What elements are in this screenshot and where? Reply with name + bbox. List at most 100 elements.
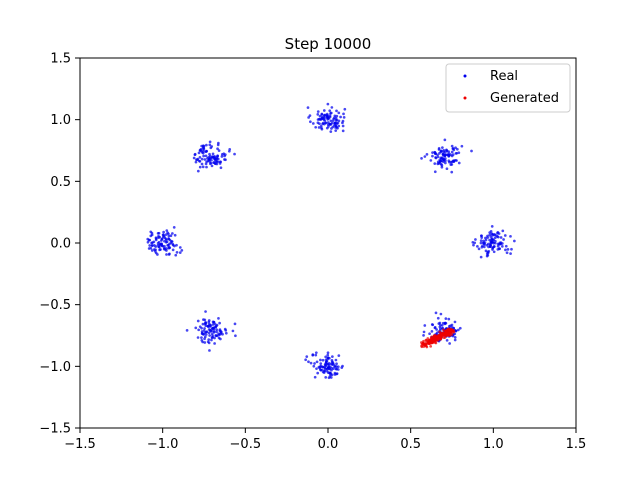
real-point bbox=[215, 323, 219, 327]
real-point bbox=[198, 165, 202, 169]
real-point bbox=[158, 248, 161, 252]
real-point bbox=[313, 375, 317, 379]
real-point bbox=[206, 324, 210, 328]
real-point bbox=[149, 230, 153, 234]
real-point bbox=[337, 119, 341, 123]
real-point bbox=[502, 238, 505, 241]
real-point bbox=[215, 334, 219, 338]
real-point bbox=[154, 251, 158, 255]
real-point bbox=[491, 248, 494, 251]
real-point bbox=[323, 116, 326, 120]
real-point bbox=[433, 326, 437, 330]
real-point bbox=[148, 244, 152, 247]
real-point bbox=[218, 333, 222, 336]
real-point bbox=[157, 231, 161, 235]
real-point bbox=[448, 342, 451, 345]
y-tick-label: 1.5 bbox=[50, 52, 71, 67]
real-point bbox=[197, 151, 201, 155]
real-point bbox=[445, 338, 449, 342]
real-point bbox=[492, 250, 496, 254]
x-axis: −1.5 −1.0 −0.5 0.0 0.5 1.0 1.5 bbox=[64, 428, 586, 452]
real-point bbox=[440, 163, 444, 167]
real-point bbox=[329, 119, 333, 123]
real-point bbox=[444, 321, 448, 325]
real-point bbox=[457, 151, 461, 155]
real-point bbox=[341, 119, 345, 123]
real-point bbox=[213, 162, 217, 165]
real-point bbox=[213, 336, 216, 340]
x-tick-label: 1.5 bbox=[566, 437, 587, 452]
generated-point bbox=[424, 344, 428, 347]
real-point bbox=[493, 236, 497, 240]
real-point bbox=[217, 149, 221, 152]
real-point bbox=[456, 147, 459, 151]
real-point bbox=[216, 147, 219, 151]
generated-point bbox=[441, 331, 445, 335]
real-point bbox=[434, 156, 438, 160]
real-point bbox=[490, 237, 493, 241]
real-point bbox=[500, 245, 504, 248]
real-point bbox=[423, 324, 427, 327]
real-point bbox=[160, 242, 163, 246]
real-point bbox=[233, 152, 236, 156]
real-point bbox=[334, 129, 338, 132]
real-point bbox=[435, 328, 438, 331]
real-point bbox=[305, 355, 309, 358]
real-point bbox=[167, 253, 171, 256]
real-point bbox=[213, 157, 216, 161]
real-point bbox=[450, 170, 454, 174]
real-point bbox=[214, 325, 218, 329]
real-point bbox=[208, 334, 212, 337]
real-point bbox=[316, 110, 320, 113]
real-point bbox=[316, 121, 320, 125]
real-point bbox=[216, 160, 220, 164]
generated-point bbox=[433, 336, 437, 340]
real-point bbox=[307, 360, 310, 364]
real-point bbox=[224, 331, 228, 335]
real-point bbox=[207, 322, 211, 326]
real-point bbox=[210, 156, 214, 160]
real-point bbox=[441, 153, 445, 156]
real-point bbox=[223, 158, 226, 161]
real-point bbox=[210, 164, 214, 168]
real-point bbox=[205, 330, 209, 334]
real-point bbox=[204, 310, 207, 313]
legend-generated-marker bbox=[463, 96, 467, 100]
real-point bbox=[476, 245, 479, 248]
real-point bbox=[175, 251, 179, 254]
real-point bbox=[198, 159, 201, 163]
real-point bbox=[479, 255, 483, 259]
real-point bbox=[210, 338, 213, 342]
real-point bbox=[449, 160, 453, 164]
real-point bbox=[166, 231, 169, 235]
real-point bbox=[450, 144, 454, 148]
real-point bbox=[479, 241, 483, 245]
real-point bbox=[327, 363, 331, 367]
real-point bbox=[326, 121, 330, 124]
real-point bbox=[449, 153, 452, 157]
real-point bbox=[204, 333, 208, 336]
real-point bbox=[196, 319, 200, 323]
real-point bbox=[433, 162, 437, 165]
real-point bbox=[330, 368, 333, 372]
real-point bbox=[333, 114, 337, 118]
real-point bbox=[205, 165, 208, 169]
real-point bbox=[203, 318, 207, 322]
real-point bbox=[326, 118, 330, 121]
real-point bbox=[217, 141, 220, 145]
real-point bbox=[482, 241, 485, 245]
real-point bbox=[219, 330, 223, 333]
real-point bbox=[314, 125, 318, 129]
real-point bbox=[161, 233, 165, 237]
real-point bbox=[470, 149, 473, 153]
real-point bbox=[437, 147, 441, 150]
real-point bbox=[431, 154, 434, 158]
real-point bbox=[437, 161, 441, 165]
real-point bbox=[335, 362, 338, 366]
real-point bbox=[488, 231, 492, 234]
real-point bbox=[321, 122, 324, 126]
real-point bbox=[444, 161, 447, 165]
real-point bbox=[223, 154, 226, 158]
real-point bbox=[341, 129, 345, 133]
real-point bbox=[219, 166, 223, 170]
